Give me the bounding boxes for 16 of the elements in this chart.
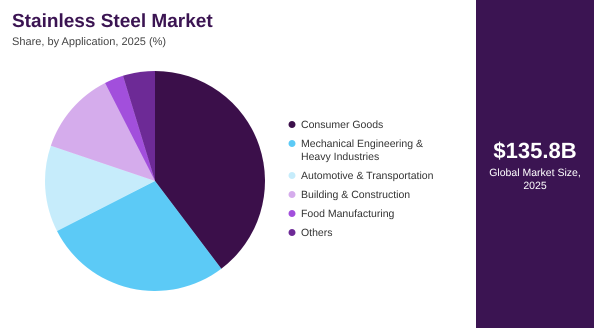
legend-label: Others bbox=[301, 227, 333, 239]
legend-label: Mechanical Engineering & Heavy Industries bbox=[301, 138, 423, 163]
text: $135.8B bbox=[493, 138, 577, 163]
pie-slice bbox=[45, 146, 155, 231]
pie-slice bbox=[50, 82, 155, 181]
pie-slice bbox=[56, 181, 222, 291]
legend-label: Consumer Goods bbox=[301, 119, 384, 131]
text: Global Market Size, 2025 bbox=[489, 167, 581, 192]
pie-slice bbox=[105, 76, 155, 181]
pie-slice bbox=[122, 71, 155, 181]
chart-subtitle: Share, by Application, 2025 (%) bbox=[12, 36, 166, 48]
legend-label: Building & Construction bbox=[301, 189, 410, 201]
chart-title: Stainless Steel Market bbox=[12, 11, 214, 32]
pie-slice bbox=[155, 71, 265, 269]
legend-label: Food Manufacturing bbox=[301, 208, 395, 220]
legend-label: Automotive & Transportation bbox=[301, 170, 434, 182]
